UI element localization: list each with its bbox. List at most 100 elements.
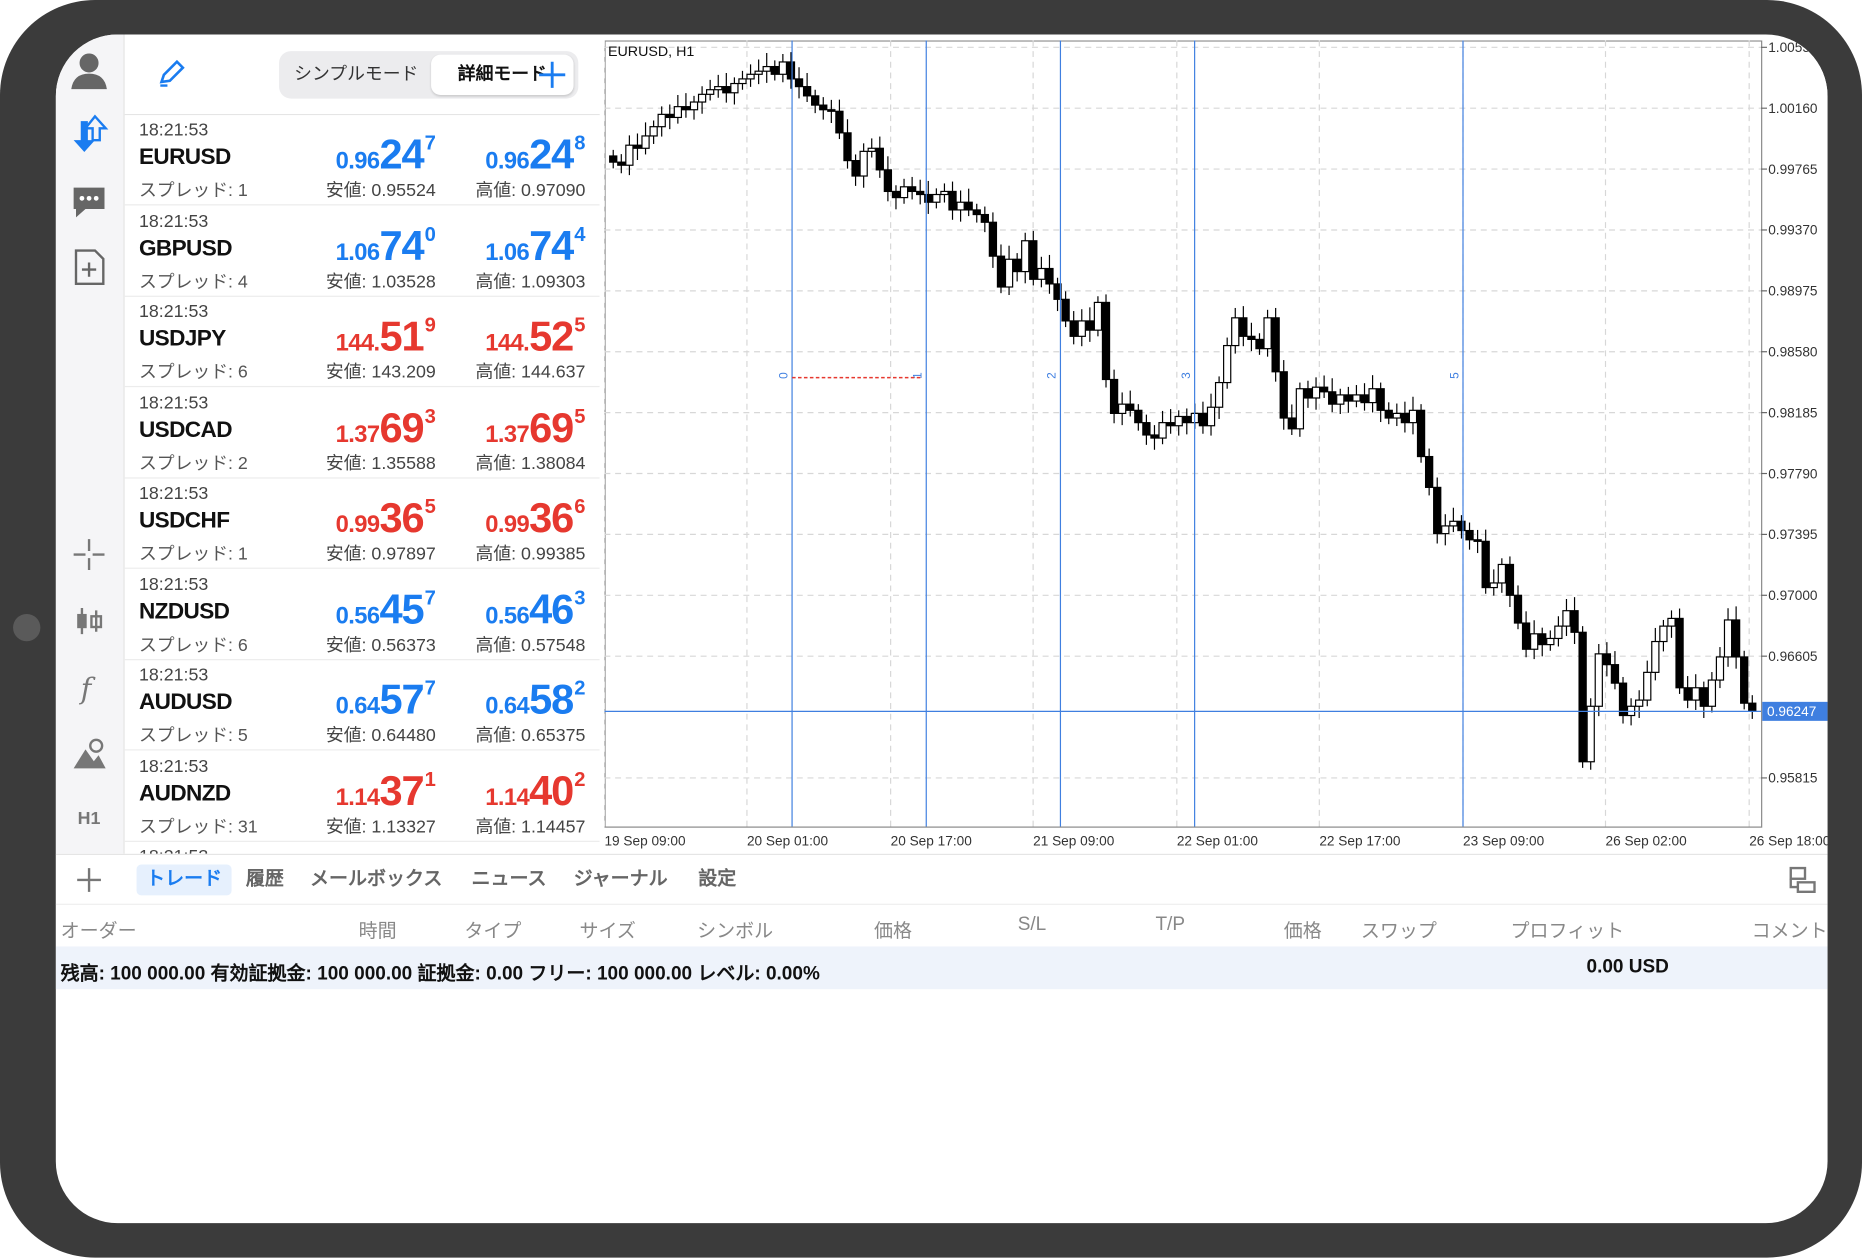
candlestick-icon[interactable] <box>68 600 111 643</box>
bid-price[interactable]: 0.64577 <box>336 677 436 725</box>
chart-canvas[interactable]: 1.00555 1.00160 0.99765 0.99370 0.98975 0.985… <box>603 40 1828 853</box>
quote-row[interactable]: 18:21:53 USDCHF スプレッド: 1 0.99365 0.99366 安値: … <box>124 479 600 569</box>
col-swap: スワップ <box>1360 921 1437 942</box>
quote-row[interactable]: 18:21:53 AUDUSD スプレッド: 5 0.64577 0.64582 安値: … <box>124 660 600 751</box>
quote-high: 高値: 1.38084 <box>475 453 586 474</box>
candle-body <box>1416 409 1426 458</box>
bid-price[interactable]: 1.37693 <box>336 404 436 452</box>
quote-row[interactable]: 18:21:53 EURUSD スプレッド: 1 0.96247 0.96248 安値: … <box>124 115 600 206</box>
bid-price-prefix: 0.56 <box>335 602 380 629</box>
user-icon[interactable] <box>68 49 111 92</box>
quote-symbol: USDJPY <box>138 326 226 352</box>
candle-body <box>843 132 852 162</box>
ask-price[interactable]: 1.14402 <box>485 768 585 816</box>
tab-settings[interactable]: 設定 <box>698 869 737 890</box>
quote-row[interactable]: 18:21:53 USDJPY スプレッド: 6 144.519 144.525 安値: … <box>124 297 600 388</box>
candle-body <box>1239 317 1248 337</box>
candle-body <box>996 255 1006 288</box>
cycle-line-label: 0 <box>776 372 790 379</box>
bid-price[interactable]: 0.56457 <box>336 586 436 634</box>
app-screen: f H1 シンプルモード 詳細モード 18:21:53 EURUSD スプレッド: … <box>55 34 1828 1224</box>
candle-body <box>907 186 917 193</box>
candle-body <box>988 221 998 257</box>
candle-body <box>1045 267 1054 285</box>
col-size: サイズ <box>579 921 636 942</box>
ask-price-pip: 8 <box>574 131 586 155</box>
bid-price-big: 57 <box>379 676 425 724</box>
add-order-icon[interactable] <box>75 866 104 895</box>
candle-body <box>1465 529 1474 541</box>
candle-body <box>940 190 949 196</box>
edit-pencil-icon[interactable] <box>156 58 187 89</box>
bid-price[interactable]: 144.519 <box>336 314 436 362</box>
candle-body <box>762 65 771 72</box>
chart-title: EURUSD, H1 <box>608 44 694 60</box>
quote-row[interactable]: 18:21:53 USDCAD スプレッド: 2 1.37693 1.37695 安値: … <box>124 388 600 478</box>
ask-price-prefix: 144. <box>485 330 530 357</box>
mode-detail-button[interactable]: 詳細モード <box>431 54 574 95</box>
add-symbol-icon[interactable] <box>536 58 569 91</box>
chart-price-label: 0.98580 <box>1768 344 1818 359</box>
new-document-icon[interactable] <box>68 246 111 289</box>
candle-body <box>1457 520 1466 532</box>
quote-row[interactable]: 18:21:53 <box>125 842 600 854</box>
indicator-f-icon[interactable]: f <box>68 666 111 709</box>
bid-price[interactable]: 1.14371 <box>336 768 436 816</box>
ask-price[interactable]: 0.99366 <box>485 495 585 543</box>
candle-body <box>1424 455 1434 488</box>
quote-row[interactable]: 18:21:53 GBPUSD スプレッド: 4 1.06740 1.06744 安値: … <box>124 206 600 297</box>
svg-text:f: f <box>79 672 96 705</box>
candle-body <box>1021 240 1030 273</box>
mode-simple-button[interactable]: シンプルモード <box>294 64 419 85</box>
quote-row[interactable]: 18:21:53 NZDUSD スプレッド: 6 0.56457 0.56463 安値: … <box>124 569 600 660</box>
ask-price-prefix: 1.37 <box>485 420 530 448</box>
candle-body <box>1352 394 1361 402</box>
quote-time: 18:21:53 <box>138 574 209 595</box>
quote-high: 高値: 0.97090 <box>475 180 586 201</box>
quote-row[interactable]: 18:21:53 AUDNZD スプレッド: 31 1.14371 1.14402 安値:… <box>124 751 600 842</box>
ask-price[interactable]: 1.06744 <box>485 223 585 271</box>
tab-journal[interactable]: ジャーナル <box>573 869 668 890</box>
candle-body <box>802 86 812 97</box>
candle-body <box>1069 320 1078 337</box>
candle-body <box>916 190 925 196</box>
candle-body <box>859 150 868 177</box>
tab-trade[interactable]: トレード <box>136 864 232 896</box>
quote-spread: スプレッド: 2 <box>138 453 248 474</box>
candle-body <box>1134 409 1143 424</box>
ask-price-pip: 6 <box>574 495 586 518</box>
candle-body <box>1158 422 1167 439</box>
ask-price-big: 58 <box>529 676 574 724</box>
layout-toggle-icon[interactable] <box>1787 865 1818 896</box>
price-chart[interactable]: 1.00555 1.00160 0.99765 0.99370 0.98975 0.985… <box>603 40 1828 854</box>
tab-history[interactable]: 履歴 <box>245 869 284 890</box>
candle-body <box>948 190 957 211</box>
ask-price[interactable]: 0.64582 <box>485 677 585 725</box>
ask-price-big: 46 <box>529 586 574 633</box>
timeframe-button[interactable]: H1 <box>77 808 101 829</box>
quote-high: 高値: 0.57548 <box>475 634 586 655</box>
trade-arrows-icon[interactable] <box>68 113 111 156</box>
crosshair-icon[interactable] <box>68 533 111 576</box>
candle-body <box>1408 409 1418 424</box>
chat-icon[interactable] <box>68 179 111 222</box>
quote-time: 18:21:53 <box>139 847 208 854</box>
bid-price[interactable]: 0.99365 <box>336 495 436 543</box>
tab-news[interactable]: ニュース <box>471 869 547 890</box>
ask-price[interactable]: 0.56463 <box>485 586 585 634</box>
candle-body <box>689 101 699 111</box>
objects-icon[interactable] <box>68 733 111 776</box>
candle-body <box>1150 434 1159 439</box>
bid-price[interactable]: 0.96247 <box>336 132 436 180</box>
candle-body <box>1659 625 1668 643</box>
candle-body <box>1142 422 1151 436</box>
bid-price-prefix: 0.96 <box>335 148 380 175</box>
quote-low: 安値: 0.56373 <box>325 634 436 655</box>
ask-price[interactable]: 144.525 <box>485 314 585 362</box>
bid-price[interactable]: 1.06740 <box>336 223 436 271</box>
ask-price[interactable]: 1.37695 <box>485 404 585 452</box>
quote-time: 18:21:53 <box>138 483 209 504</box>
candle-body <box>1740 656 1749 704</box>
tab-mailbox[interactable]: メールボックス <box>309 869 443 890</box>
ask-price[interactable]: 0.96248 <box>485 132 585 180</box>
